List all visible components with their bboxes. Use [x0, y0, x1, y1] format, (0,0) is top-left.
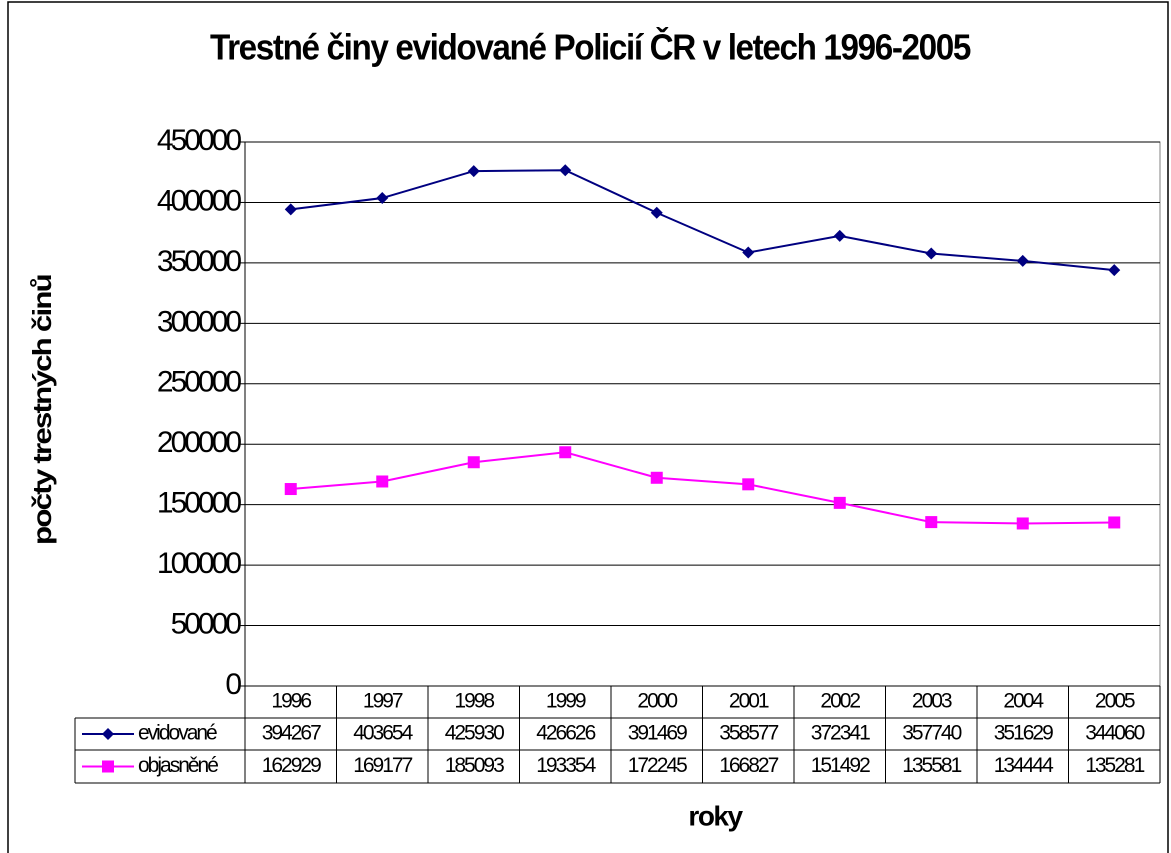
- point: [742, 478, 755, 491]
- y-axis-label: počty trestných činů: [27, 274, 57, 545]
- x-tick-label: 1999: [546, 690, 586, 713]
- table-value: 425930: [445, 722, 504, 745]
- x-tick-label: 2005: [1095, 690, 1135, 713]
- point: [742, 246, 755, 259]
- y-tick-label: 250000: [157, 366, 241, 399]
- point: [1016, 254, 1029, 267]
- x-tick-label: 1998: [454, 690, 494, 713]
- point: [467, 456, 480, 469]
- point: [833, 229, 846, 242]
- table-value: 358577: [719, 722, 778, 745]
- table-value: 403654: [353, 722, 413, 745]
- point: [376, 475, 389, 488]
- y-tick-label: 200000: [157, 426, 241, 459]
- table-value: 391469: [628, 722, 687, 745]
- table-value: 134444: [994, 754, 1054, 777]
- chart-title: Trestné činy evidované Policií ČR v lete…: [210, 26, 971, 68]
- table-value: 372341: [811, 722, 870, 745]
- point: [284, 203, 297, 216]
- point: [1016, 517, 1029, 530]
- table-value: 135581: [902, 754, 961, 777]
- table-value: 169177: [353, 754, 412, 777]
- table-value: 193354: [536, 754, 596, 777]
- table-value: 426626: [536, 722, 595, 745]
- x-tick-label: 2002: [820, 690, 860, 713]
- legend-label: objasněné: [138, 754, 218, 777]
- table-value: 135281: [1085, 754, 1144, 777]
- line: [290, 169, 1115, 272]
- point: [925, 516, 938, 529]
- point: [650, 471, 663, 484]
- legend-marker: [102, 728, 114, 740]
- y-tick-label: 400000: [157, 184, 241, 217]
- legend-label: evidované: [138, 722, 217, 745]
- y-tick-label: 50000: [171, 607, 242, 640]
- table-value: 351629: [994, 722, 1053, 745]
- x-tick-label: 2003: [912, 690, 952, 713]
- chart-frame: [7, 1, 1169, 853]
- point: [925, 247, 938, 260]
- point: [467, 165, 480, 178]
- point: [1108, 516, 1121, 529]
- y-tick-label: 150000: [157, 487, 241, 520]
- x-tick-label: 2004: [1003, 690, 1044, 713]
- table-value: 344060: [1085, 722, 1144, 745]
- table-value: 185093: [445, 754, 504, 777]
- x-tick-label: 1996: [271, 690, 311, 713]
- point: [284, 483, 297, 496]
- table-value: 162929: [262, 754, 321, 777]
- y-tick-label: 100000: [157, 547, 241, 580]
- y-tick-label: 350000: [157, 245, 241, 278]
- y-tick-label: 450000: [157, 124, 241, 157]
- x-tick-label: 2001: [729, 690, 769, 713]
- table-value: 394267: [262, 722, 321, 745]
- line: [290, 451, 1115, 525]
- table-value: 151492: [811, 754, 870, 777]
- y-tick-label: 300000: [157, 305, 241, 338]
- point: [1108, 264, 1121, 277]
- legend-marker: [102, 760, 114, 773]
- x-tick-label: 1997: [363, 690, 403, 713]
- point: [376, 192, 389, 205]
- x-axis-label: roky: [688, 800, 743, 831]
- point: [559, 446, 572, 459]
- table-value: 172245: [628, 754, 687, 777]
- point: [559, 164, 572, 177]
- y-tick-label: 0: [225, 668, 241, 701]
- point: [650, 206, 663, 219]
- table-value: 357740: [902, 722, 961, 745]
- table-value: 166827: [719, 754, 778, 777]
- x-tick-label: 2000: [637, 690, 677, 713]
- point: [833, 496, 846, 509]
